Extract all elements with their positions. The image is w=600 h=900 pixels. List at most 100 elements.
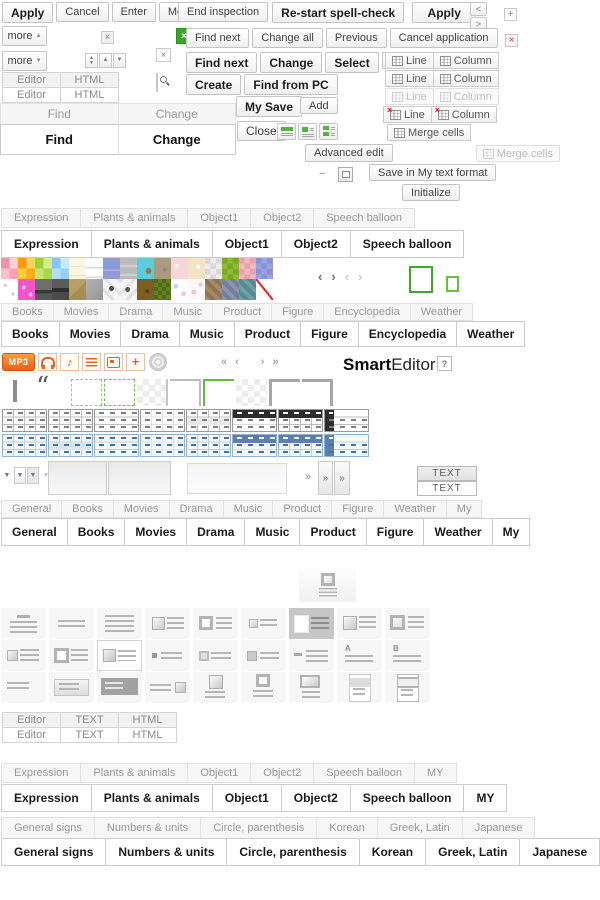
tab[interactable]: Weather — [409, 304, 472, 320]
tab[interactable]: HTML — [119, 712, 177, 728]
layout-template-thumb[interactable] — [241, 640, 286, 671]
layout-template-thumb[interactable] — [145, 672, 190, 703]
tab[interactable]: Plants & animals — [91, 784, 213, 812]
plus-icon[interactable]: + — [504, 8, 517, 21]
palette-swatch[interactable] — [222, 258, 239, 279]
palette-swatch[interactable] — [222, 279, 239, 300]
text-mode-button[interactable]: TEXT — [417, 466, 477, 481]
media-icon[interactable] — [38, 353, 57, 371]
tab[interactable]: Circle, parenthesis — [227, 838, 360, 866]
table-style-thumb[interactable] — [2, 434, 47, 457]
tab[interactable]: Encyclopedia — [358, 321, 458, 347]
tab[interactable]: Greek, Latin — [426, 838, 521, 866]
palette-swatch[interactable] — [188, 279, 205, 300]
table-style-thumb[interactable] — [186, 409, 231, 432]
tab[interactable]: Expression — [1, 784, 92, 812]
palette-swatch[interactable] — [171, 258, 188, 279]
layout-template-thumb[interactable] — [145, 640, 190, 671]
minus-icon[interactable]: − — [319, 168, 326, 180]
expand-button[interactable]: » — [334, 461, 350, 495]
palette-swatch[interactable] — [256, 258, 273, 279]
insert-line-button[interactable]: Line — [385, 52, 434, 69]
tab[interactable]: TEXT — [61, 712, 119, 728]
tab[interactable]: Japanese — [461, 818, 535, 838]
initialize-button[interactable]: Initialize — [402, 184, 460, 201]
tab[interactable]: Product — [300, 518, 367, 546]
palette-swatch[interactable] — [52, 258, 69, 279]
palette-swatch[interactable] — [120, 258, 137, 279]
apply-button[interactable]: Apply — [2, 2, 54, 23]
blank-button-sprite-wide[interactable] — [187, 463, 287, 494]
tab[interactable]: Encyclopedia — [323, 304, 409, 320]
table-style-thumb[interactable] — [48, 434, 93, 457]
tab-find[interactable]: Find — [47, 107, 71, 121]
add-button[interactable]: Add — [300, 97, 338, 114]
layout-template-thumb[interactable] — [337, 672, 382, 703]
media-icon[interactable] — [104, 353, 123, 371]
layout-template-thumb[interactable] — [385, 608, 430, 639]
find-from-pc-button[interactable]: Find from PC — [244, 74, 338, 95]
layout-template-thumb[interactable] — [49, 640, 94, 671]
change-button[interactable]: Change — [260, 52, 323, 73]
palette-swatch[interactable] — [35, 279, 52, 300]
tab[interactable]: Object1 — [212, 230, 282, 258]
palette-swatch[interactable] — [171, 279, 188, 300]
tab[interactable]: MY — [414, 764, 456, 782]
table-style-thumb[interactable] — [94, 434, 139, 457]
end-inspection-button[interactable]: End inspection — [178, 2, 269, 22]
layout-template-thumb[interactable] — [289, 672, 334, 703]
tab[interactable]: Speech balloon — [313, 209, 414, 227]
tab[interactable]: Figure — [271, 304, 323, 320]
table-style-thumb[interactable] — [232, 409, 277, 432]
find-next-button[interactable]: Find next — [186, 28, 250, 48]
tab[interactable]: General — [1, 518, 68, 546]
tab[interactable]: Speech balloon — [350, 784, 465, 812]
media-icon[interactable] — [82, 353, 101, 371]
tab[interactable]: Music — [222, 501, 273, 517]
tab[interactable]: Music — [245, 518, 301, 546]
tab[interactable]: Expression — [14, 212, 69, 224]
expand-button[interactable]: » — [318, 461, 333, 495]
tab[interactable]: Figure — [366, 518, 425, 546]
layout-template-thumb[interactable] — [241, 672, 286, 703]
tab[interactable]: Editor — [2, 727, 61, 743]
border-style-swatch[interactable] — [104, 379, 135, 406]
tab[interactable]: Plants & animals — [80, 764, 187, 782]
layout-template-thumb[interactable] — [193, 608, 238, 639]
apply-button[interactable]: Apply — [412, 2, 477, 23]
blank-button-sprite[interactable] — [108, 461, 171, 495]
help-button[interactable]: ? — [437, 356, 452, 371]
tab[interactable]: Editor — [2, 87, 61, 103]
more-down-button[interactable]: more ▼ — [2, 51, 47, 71]
tab[interactable]: MY — [464, 784, 508, 812]
border-style-swatch[interactable] — [203, 379, 234, 406]
layout-template-thumb[interactable] — [385, 672, 430, 703]
tab[interactable]: TEXT — [61, 727, 119, 743]
palette-swatch[interactable] — [154, 258, 171, 279]
layout-template-thumb[interactable] — [97, 608, 142, 639]
tab[interactable]: Korean — [316, 818, 376, 838]
border-style-swatch[interactable] — [137, 379, 168, 406]
tab[interactable]: Circle, parenthesis — [200, 818, 316, 838]
more-up-button[interactable]: more ▲ — [2, 26, 47, 46]
tab[interactable]: HTML — [61, 87, 119, 103]
cancel-application-button[interactable]: Cancel application — [389, 28, 498, 48]
palette-swatch[interactable] — [86, 279, 103, 300]
blockquote-icon[interactable]: “ — [36, 372, 50, 402]
insert-column-button[interactable]: Column — [433, 70, 499, 87]
tab[interactable]: Movies — [125, 518, 188, 546]
media-icon[interactable] — [148, 353, 167, 371]
expand-icon[interactable]: » — [305, 471, 312, 483]
tab[interactable]: Editor — [2, 72, 61, 88]
first-page-icon[interactable]: « — [221, 356, 228, 368]
palette-swatch[interactable] — [154, 279, 171, 300]
table-style-thumb[interactable] — [2, 409, 47, 432]
tab[interactable]: Object2 — [281, 230, 351, 258]
layout-template-thumb[interactable] — [385, 640, 430, 671]
tab[interactable]: Books — [67, 518, 126, 546]
palette-swatch[interactable] — [1, 258, 18, 279]
tab[interactable]: Figure — [301, 321, 359, 347]
tab[interactable]: Numbers & units — [93, 818, 200, 838]
tab[interactable]: Product — [272, 501, 331, 517]
align-wrap-icon[interactable] — [319, 123, 338, 140]
